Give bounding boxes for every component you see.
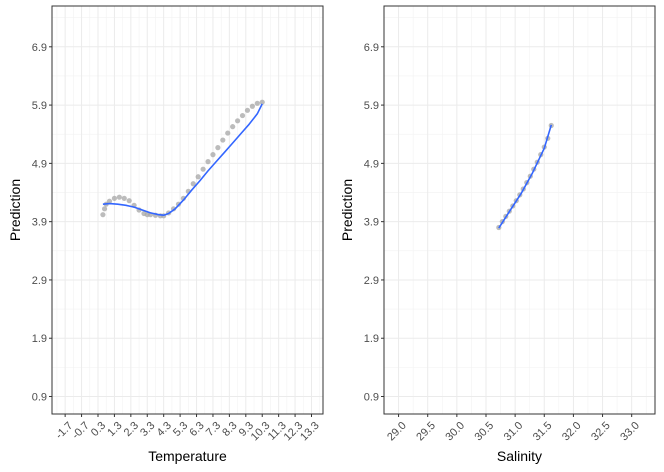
temperature-y-axis-title: Prediction bbox=[7, 179, 23, 241]
temperature-data-point bbox=[126, 198, 132, 204]
temperature-data-point bbox=[101, 206, 108, 212]
temperature-data-point bbox=[111, 195, 118, 201]
temperature-data-point bbox=[259, 99, 265, 105]
salinity-plot-area bbox=[384, 6, 655, 414]
temperature-data-point bbox=[200, 166, 206, 172]
temperature-panel-border bbox=[51, 5, 324, 415]
temperature-data-point bbox=[100, 212, 106, 218]
salinity-smooth-line bbox=[498, 124, 553, 229]
temperature-data-point bbox=[106, 198, 113, 204]
temperature-y-tick-label: 5.9 bbox=[32, 100, 47, 112]
temperature-data-point bbox=[239, 112, 246, 119]
temperature-data-point bbox=[244, 107, 251, 113]
temperature-y-tick-label: 2.9 bbox=[32, 275, 47, 287]
temperature-y-tick-label: 6.9 bbox=[32, 42, 47, 54]
temperature-data-point bbox=[195, 174, 201, 180]
salinity-y-axis-title: Prediction bbox=[339, 179, 355, 241]
temperature-x-axis-title: Temperature bbox=[148, 448, 227, 464]
temperature-data-point bbox=[121, 195, 127, 201]
temperature-plot-area bbox=[52, 6, 323, 414]
temperature-data-point bbox=[190, 181, 196, 187]
temperature-data-point bbox=[254, 100, 260, 106]
temperature-y-tick-label: 4.9 bbox=[32, 158, 47, 170]
salinity-y-tick-label: 2.9 bbox=[364, 275, 379, 287]
temperature-smooth-line bbox=[102, 103, 263, 216]
salinity-y-tick-label: 6.9 bbox=[364, 42, 379, 54]
temperature-y-tick-label: 1.9 bbox=[32, 333, 47, 345]
temperature-data-point bbox=[230, 124, 236, 130]
temperature-y-tick-label: 3.9 bbox=[32, 217, 47, 229]
salinity-x-axis-title: Salinity bbox=[497, 448, 542, 464]
temperature-data-point bbox=[116, 194, 122, 200]
salinity-y-tick-label: 5.9 bbox=[364, 100, 379, 112]
temperature-panel: 0.91.92.93.94.95.96.9-1.7-0.70.31.32.33.… bbox=[7, 5, 324, 464]
temperature-data-point bbox=[215, 145, 221, 151]
salinity-panel: 0.91.92.93.94.95.96.929.0 29.5 30.0 30.5 31.… bbox=[339, 5, 656, 464]
temperature-data-point bbox=[249, 103, 255, 109]
temperature-data-point bbox=[210, 152, 216, 158]
temperature-data-point bbox=[234, 118, 241, 124]
temperature-data-point bbox=[220, 137, 226, 143]
salinity-panel-border bbox=[383, 5, 656, 415]
salinity-y-tick-label: 0.9 bbox=[364, 392, 379, 404]
temperature-data-point bbox=[205, 159, 211, 165]
salinity-y-tick-label: 4.9 bbox=[364, 158, 379, 170]
temperature-y-tick-label: 0.9 bbox=[32, 392, 47, 404]
salinity-y-tick-label: 3.9 bbox=[364, 217, 379, 229]
salinity-y-tick-label: 1.9 bbox=[364, 333, 379, 345]
temperature-data-point bbox=[225, 130, 231, 136]
